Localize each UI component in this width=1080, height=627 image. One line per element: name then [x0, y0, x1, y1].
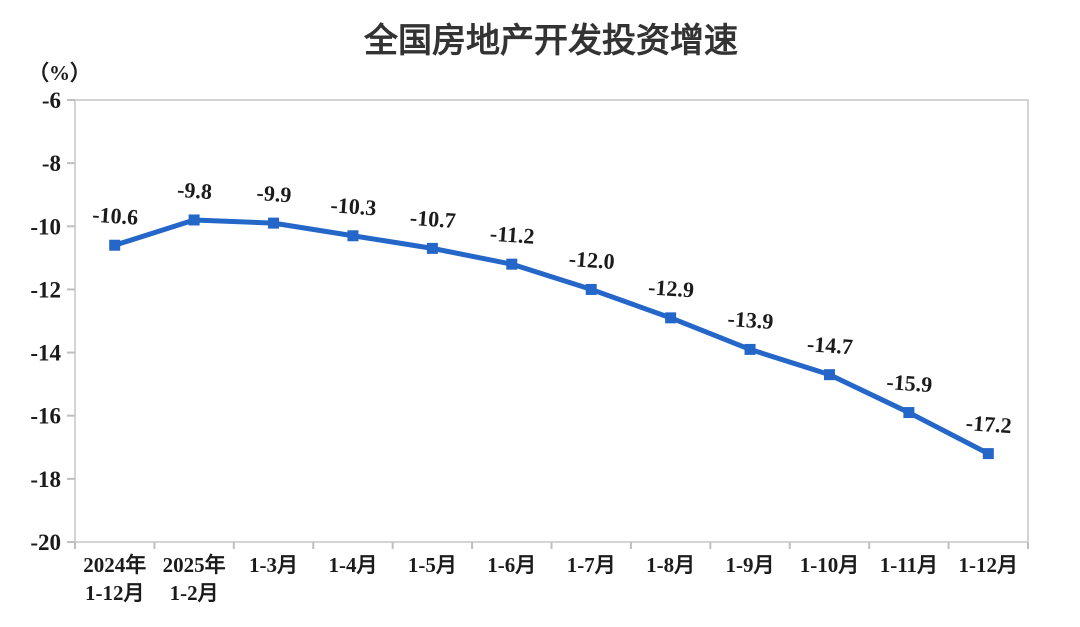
y-axis-label: -6: [42, 88, 61, 113]
x-axis-label: 1-4月: [328, 553, 377, 577]
x-axis-label: 1-2月: [170, 581, 219, 605]
x-axis-label: 1-7月: [567, 553, 616, 577]
y-axis-label: -20: [30, 530, 61, 555]
x-axis-label: 1-12月: [85, 581, 145, 605]
y-axis-label: -16: [30, 404, 61, 429]
data-point-marker: [903, 407, 915, 419]
y-axis-label: -14: [30, 341, 61, 366]
x-axis-label: 1-3月: [249, 553, 298, 577]
data-point-marker: [506, 258, 518, 270]
data-point-marker: [188, 214, 200, 226]
y-axis-label: -18: [30, 467, 61, 492]
y-axis: -6 -8 -10 -12 -14 -16 -18 -20: [30, 88, 75, 555]
data-labels: -10.6 -9.8 -9.9 -10.3 -10.7 -11.2 -12.0 -12.9 -1…: [92, 177, 1013, 438]
x-axis-label: 2024年: [83, 553, 146, 577]
data-point-marker: [426, 242, 438, 254]
data-point-marker: [268, 217, 280, 229]
y-axis-unit-label: （%）: [28, 61, 91, 85]
x-axis-label: 2025年: [163, 553, 226, 577]
x-axis-label: 1-8月: [646, 553, 695, 577]
data-point-marker: [744, 343, 756, 355]
data-point-label: -14.7: [806, 331, 853, 359]
data-point-label: -9.9: [256, 180, 292, 207]
x-axis-label: 1-5月: [408, 553, 457, 577]
x-axis-label: 1-10月: [800, 553, 860, 577]
x-axis: 2024年 1-12月 2025年 1-2月 1-3月 1-4月 1-5月 1-6月 1-7月 1…: [74, 542, 1029, 605]
data-point-label: -10.6: [92, 202, 139, 230]
y-axis-label: -10: [30, 214, 61, 239]
chart-title: 全国房地产开发投资增速: [363, 21, 738, 60]
data-point-label: -10.3: [330, 192, 377, 220]
data-point-label: -15.9: [886, 369, 933, 397]
data-point-label: -12.9: [647, 274, 694, 302]
data-point-marker: [982, 448, 994, 460]
data-point-label: -17.2: [965, 410, 1012, 438]
x-axis-label: 1-9月: [726, 553, 775, 577]
data-point-marker: [665, 312, 677, 324]
data-point-label: -12.0: [568, 246, 615, 274]
data-point-label: -10.7: [409, 205, 456, 233]
y-axis-label: -12: [30, 277, 61, 302]
plot-area-border: [74, 99, 1029, 543]
x-axis-label: 1-12月: [959, 553, 1019, 577]
data-series: [109, 214, 994, 460]
data-point-marker: [585, 283, 597, 295]
data-point-label: -9.8: [176, 177, 212, 204]
data-point-marker: [109, 239, 121, 251]
data-point-label: -11.2: [489, 221, 535, 249]
x-axis-label: 1-11月: [880, 553, 938, 577]
data-point-marker: [823, 369, 835, 381]
data-point-marker: [347, 230, 359, 242]
x-axis-label: 1-6月: [487, 553, 536, 577]
y-axis-label: -8: [42, 151, 61, 176]
series-line: [112, 217, 991, 457]
data-point-label: -13.9: [727, 306, 774, 334]
